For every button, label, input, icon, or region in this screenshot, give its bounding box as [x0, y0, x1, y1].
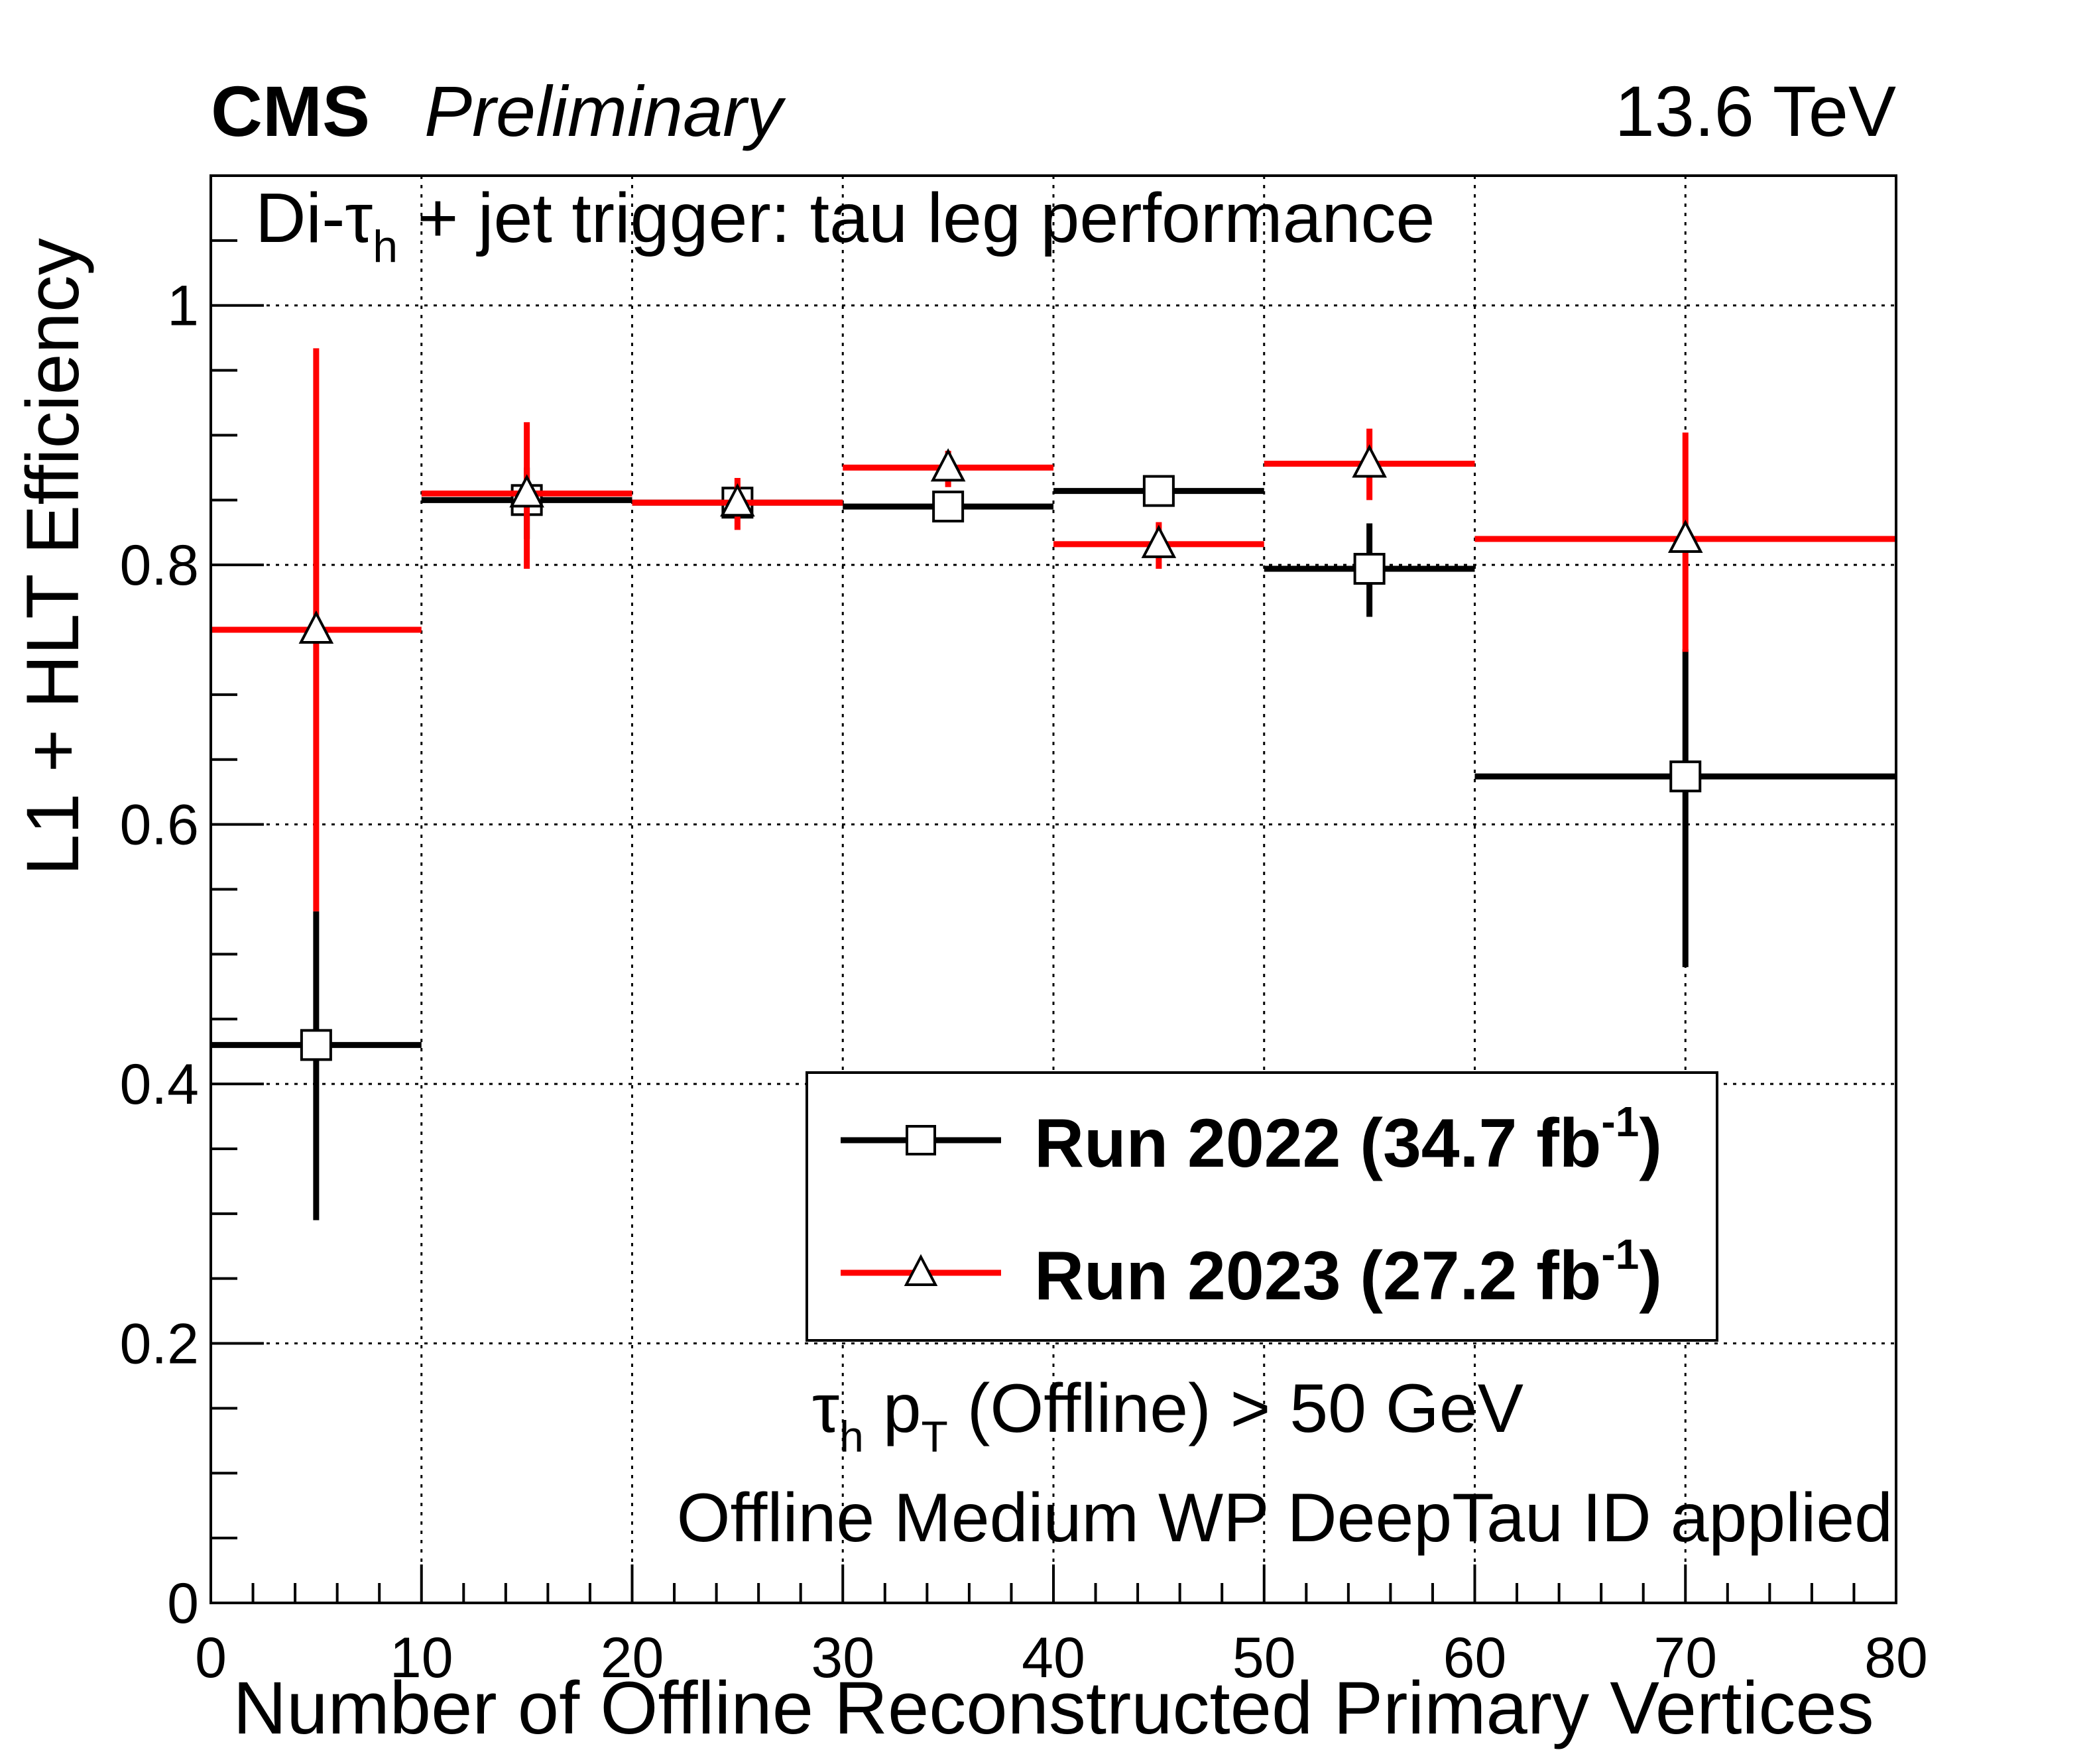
y-axis-title: L1 + HLT Efficiency	[11, 238, 94, 876]
y-tick-label: 0.4	[119, 1053, 199, 1116]
legend-box	[806, 1071, 1718, 1342]
data-point-triangle	[1352, 444, 1387, 478]
data-point-triangle	[1667, 519, 1703, 554]
y-tick-label: 0	[167, 1572, 199, 1635]
legend-entry-2023: Run 2023 (27.2 fb-1)	[841, 1230, 1662, 1315]
pt-cut-label: τh pT (Offline) > 50 GeV	[812, 1370, 1523, 1461]
data-point-triangle	[509, 474, 544, 508]
id-applied-label: Offline Medium WP DeepTau ID applied	[677, 1480, 1893, 1557]
data-point-triangle	[720, 483, 755, 517]
x-axis-title: Number of Offline Reconstructed Primary …	[233, 1667, 1874, 1749]
data-point-triangle	[1141, 524, 1177, 558]
square-marker-icon	[906, 1125, 936, 1155]
x-tick-label: 0	[195, 1626, 227, 1690]
legend-entry-2022: Run 2022 (34.7 fb-1)	[841, 1098, 1662, 1182]
x-tick-label: 70	[1653, 1626, 1717, 1690]
x-tick-label: 40	[1022, 1626, 1085, 1690]
y-tick-label: 1	[167, 274, 199, 338]
legend: Run 2022 (34.7 fb-1) Run 2023 (27.2 fb-1…	[806, 1071, 1718, 1342]
data-series	[211, 348, 1896, 1220]
cms-label: CMS	[211, 71, 370, 151]
data-point-square	[300, 1029, 332, 1061]
x-tick-label: 30	[811, 1626, 874, 1690]
y-tick-label: 0.6	[119, 794, 199, 857]
y-tick-label: 0.8	[119, 534, 199, 597]
preliminary-label: Preliminary	[424, 71, 786, 151]
x-tick-label: 20	[601, 1626, 664, 1690]
axes: 0 10 20 30 40 50 60 70 80 0 0.2 0.4 0.6 0.8 1	[119, 174, 1928, 1690]
data-point-square	[932, 491, 965, 523]
x-tick-label: 50	[1232, 1626, 1296, 1690]
data-point-square	[1353, 553, 1386, 585]
plot-frame	[209, 174, 1897, 1604]
y-tick-label: 0.2	[119, 1313, 199, 1376]
series-run-2023	[211, 348, 1896, 911]
data-point-square	[1142, 475, 1175, 507]
triangle-marker-icon	[904, 1254, 938, 1286]
data-point-square	[1669, 760, 1702, 793]
energy-label: 13.6 TeV	[1615, 71, 1896, 151]
plot-title: Di-τh + jet trigger: tau leg performance	[255, 179, 1435, 272]
x-tick-label: 80	[1864, 1626, 1928, 1690]
data-point-triangle	[298, 610, 334, 644]
data-point-triangle	[930, 448, 966, 482]
legend-label-2022: Run 2022 (34.7 fb-1)	[1034, 1098, 1662, 1182]
x-tick-label: 60	[1443, 1626, 1507, 1690]
legend-label-2023: Run 2023 (27.2 fb-1)	[1034, 1230, 1662, 1315]
x-tick-label: 10	[390, 1626, 453, 1690]
